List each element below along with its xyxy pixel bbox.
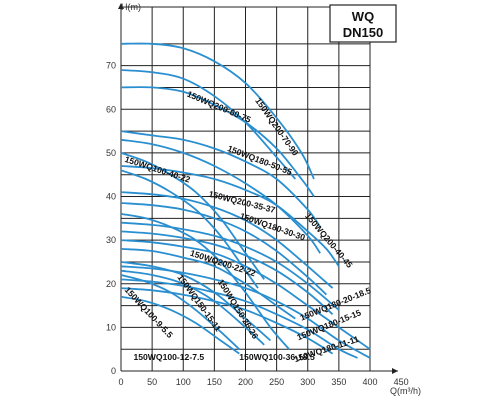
axes: H(m) Q(m³/h) 0 50 100 150 200 250 300 350 400 450…: [106, 2, 421, 396]
chart-subtitle: DN150: [343, 25, 383, 40]
y-tick-label: 70: [106, 61, 116, 71]
x-tick-label: 350: [331, 377, 346, 387]
pump-curve: [120, 269, 265, 346]
x-tick-label: 100: [176, 377, 191, 387]
x-tick-label: 50: [147, 377, 157, 387]
x-tick-label: 150: [207, 377, 222, 387]
x-tick-label: 0: [118, 377, 123, 387]
curve-label: 150WQ100-36-18.5: [239, 352, 315, 362]
y-tick-label: 20: [106, 279, 116, 289]
x-axis-label: Q(m³/h): [390, 386, 421, 396]
x-tick-label: 400: [362, 377, 377, 387]
y-tick-label: 10: [106, 322, 116, 332]
title-frame: [329, 4, 397, 43]
pump-curve: [120, 86, 315, 198]
y-tick-label: 60: [106, 104, 116, 114]
pump-curve: [120, 295, 240, 355]
pump-curve: [120, 221, 340, 311]
pump-curve: [120, 69, 296, 180]
pump-curve: [120, 138, 321, 254]
curve-label: 150WQ100-12-7.5: [133, 352, 204, 362]
pump-curve: [120, 248, 296, 320]
pump-curve: [120, 239, 371, 350]
y-tick-label: 40: [106, 192, 116, 202]
x-tick-label: 300: [300, 377, 315, 387]
pump-curve: [120, 265, 371, 359]
pump-curve: [120, 169, 259, 289]
pump-curve: [120, 191, 334, 289]
pump-curve: [120, 202, 328, 296]
y-tick-label: 30: [106, 235, 116, 245]
grid: [118, 3, 398, 374]
y-axis-arrow: [118, 3, 124, 9]
x-tick-label: 200: [238, 377, 253, 387]
pump-curve: [120, 213, 290, 350]
y-tick-label: 50: [106, 148, 116, 158]
pump-curve: [120, 152, 265, 280]
pump-curve: [120, 42, 315, 180]
x-tick-label: 450: [394, 377, 409, 387]
chart-title: WQ: [352, 9, 374, 24]
title-box: WQ DN150: [329, 4, 397, 43]
pump-curve: [120, 274, 240, 350]
y-axis-label: H(m): [121, 2, 141, 12]
pump-curve: [120, 230, 334, 315]
y-tick-label: 0: [111, 366, 116, 376]
curves: [120, 42, 371, 359]
x-axis-arrow: [392, 368, 398, 374]
pump-curve: [120, 130, 321, 228]
pump-curve: [120, 278, 358, 359]
pump-curve: [120, 261, 272, 342]
x-tick-label: 250: [269, 377, 284, 387]
